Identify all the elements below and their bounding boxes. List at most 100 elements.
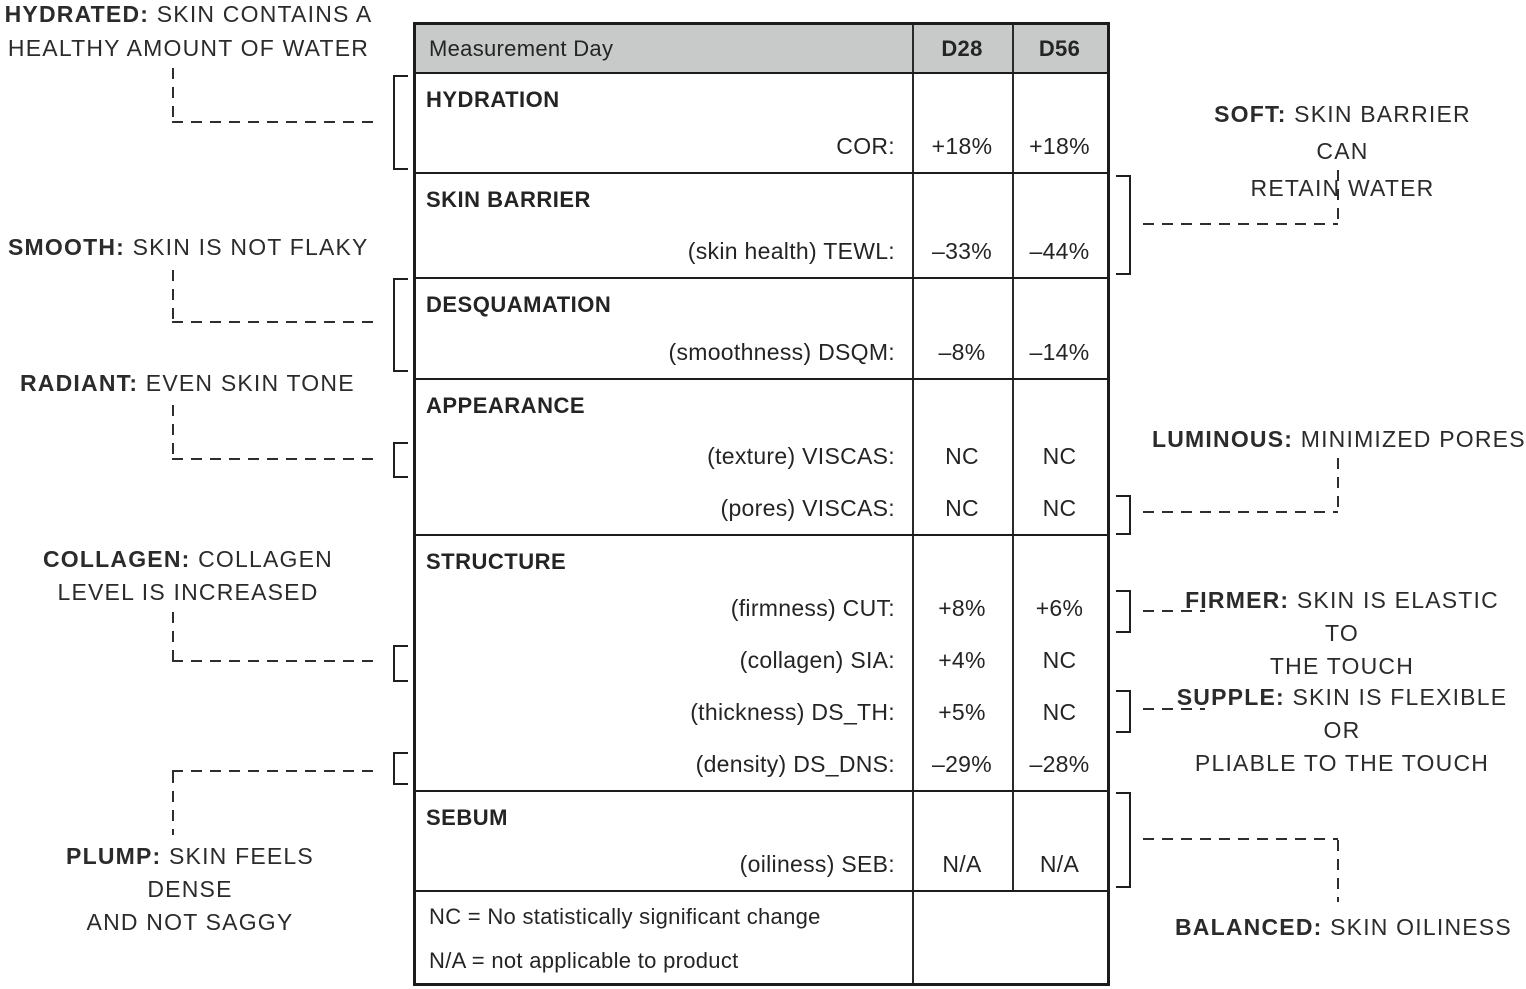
column-divider — [912, 892, 914, 983]
row-label: (texture) VISCAS: — [707, 442, 895, 469]
table-footnotes: NC = No statistically significant change… — [416, 892, 1107, 983]
column-divider — [1012, 536, 1014, 790]
column-divider — [1012, 25, 1014, 72]
bracket-collagen-row — [393, 645, 408, 682]
connector-collagen-vertical — [172, 612, 174, 662]
section-sebum: SEBUM (oiliness) SEB: N/A N/A — [416, 792, 1107, 892]
section-title: SKIN BARRIER — [426, 187, 591, 212]
row-label: (smoothness) DSQM: — [668, 338, 895, 365]
column-divider — [912, 792, 914, 890]
annotation-term: HYDRATED: — [4, 1, 150, 27]
annotation-balanced: BALANCED: SKIN OILINESS — [1175, 910, 1512, 944]
annotation-radiant: RADIANT: EVEN SKIN TONE — [20, 366, 355, 400]
annotation-desc: SKIN IS ELASTIC TO THE TOUCH — [1269, 587, 1499, 679]
section-structure: STRUCTURE (firmness) CUT: +8% +6% (colla… — [416, 536, 1107, 792]
bracket-hydration — [393, 75, 408, 170]
section-hydration: HYDRATION COR: +18% +18% — [416, 74, 1107, 174]
annotation-soft: SOFT: SKIN BARRIER CAN RETAIN WATER — [1185, 96, 1500, 207]
annotation-term: FIRMER: — [1185, 587, 1290, 613]
annotation-desc: SKIN CONTAINS A HEALTHY AMOUNT OF WATER — [7, 1, 373, 61]
row-value-d56: –44% — [1029, 237, 1090, 264]
row-label: (density) DS_DNS: — [695, 750, 895, 777]
row-texture-viscas: (texture) VISCAS: NC NC — [416, 430, 1107, 482]
annotation-desc: SKIN IS NOT FLAKY — [132, 234, 369, 260]
connector-balanced-horizontal — [1143, 838, 1338, 840]
annotation-collagen: COLLAGEN: COLLAGEN LEVEL IS INCREASED — [38, 543, 338, 609]
connector-luminous-vertical — [1337, 458, 1339, 513]
connector-smooth-vertical — [172, 270, 174, 323]
column-divider — [1012, 279, 1014, 378]
row-label: (oiliness) SEB: — [739, 850, 895, 877]
column-divider — [912, 74, 914, 172]
annotation-term: SUPPLE: — [1176, 684, 1285, 710]
annotation-hydrated: HYDRATED: SKIN CONTAINS A HEALTHY AMOUNT… — [0, 0, 381, 65]
row-cor: COR: +18% +18% — [416, 120, 1107, 172]
row-value-d28: +18% — [931, 132, 993, 159]
annotation-firmer: FIRMER: SKIN IS ELASTIC TO THE TOUCH — [1167, 584, 1517, 683]
annotation-desc: SKIN FEELS DENSE AND NOT SAGGY — [86, 843, 314, 935]
connector-soft-horizontal — [1143, 223, 1338, 225]
bracket-skin-barrier — [1116, 175, 1131, 275]
bracket-thickness-row — [1116, 690, 1131, 733]
bracket-texture-row — [393, 442, 408, 478]
bracket-pores-row — [1116, 495, 1131, 535]
column-divider — [1012, 174, 1014, 277]
bracket-firmness-row — [1116, 590, 1131, 633]
connector-balanced-vertical — [1337, 840, 1339, 902]
row-value-d28: –29% — [931, 750, 993, 777]
row-value-d56: +18% — [1029, 132, 1090, 159]
row-value-d56: –14% — [1029, 338, 1090, 365]
footnote-nc: NC = No statistically significant change — [429, 904, 821, 929]
annotation-desc: SKIN BARRIER CAN RETAIN WATER — [1250, 101, 1471, 201]
column-divider — [912, 380, 914, 534]
section-appearance: APPEARANCE (texture) VISCAS: NC NC (pore… — [416, 380, 1107, 536]
annotation-term: COLLAGEN: — [43, 546, 191, 572]
section-title: APPEARANCE — [426, 393, 586, 418]
row-ds-th: (thickness) DS_TH: +5% NC — [416, 686, 1107, 738]
results-table: Measurement Day D28 D56 HYDRATION COR: +… — [413, 22, 1110, 986]
column-divider — [912, 279, 914, 378]
connector-soft-vertical — [1337, 170, 1339, 225]
row-value-d56: NC — [1042, 646, 1077, 673]
bracket-sebum — [1116, 792, 1131, 888]
row-label: (thickness) DS_TH: — [690, 698, 895, 725]
row-label: (skin health) TEWL: — [687, 237, 895, 264]
row-value-d28: NC — [945, 494, 979, 521]
annotation-smooth: SMOOTH: SKIN IS NOT FLAKY — [8, 230, 369, 264]
connector-supple-horizontal — [1143, 708, 1205, 710]
row-label: (firmness) CUT: — [730, 594, 895, 621]
header-d28: D28 — [941, 35, 983, 61]
row-value-d56: N/A — [1039, 850, 1080, 877]
annotation-desc: COLLAGEN LEVEL IS INCREASED — [57, 546, 333, 605]
column-divider — [912, 174, 914, 277]
annotation-term: SMOOTH: — [8, 234, 125, 260]
annotation-desc: SKIN OILINESS — [1330, 914, 1512, 940]
footnote-na: N/A = not applicable to product — [429, 948, 739, 973]
annotation-term: LUMINOUS: — [1152, 426, 1294, 452]
row-pores-viscas: (pores) VISCAS: NC NC — [416, 482, 1107, 534]
connector-plump-horizontal — [172, 770, 380, 772]
connector-hydrated-horizontal — [172, 121, 380, 123]
annotation-term: PLUMP: — [66, 843, 162, 869]
connector-radiant-horizontal — [172, 458, 380, 460]
row-value-d56: –28% — [1029, 750, 1090, 777]
annotation-plump: PLUMP: SKIN FEELS DENSE AND NOT SAGGY — [25, 840, 355, 939]
bracket-density-row — [393, 752, 408, 785]
row-value-d28: –8% — [938, 338, 986, 365]
annotation-term: SOFT: — [1214, 101, 1287, 127]
row-dsqm: (smoothness) DSQM: –8% –14% — [416, 326, 1107, 378]
header-measurement-day: Measurement Day — [429, 35, 614, 61]
row-value-d28: +4% — [938, 646, 986, 673]
column-divider — [912, 25, 914, 72]
row-value-d28: +5% — [938, 698, 986, 725]
row-value-d28: –33% — [931, 237, 993, 264]
section-skin-barrier: SKIN BARRIER (skin health) TEWL: –33% –4… — [416, 174, 1107, 279]
section-title: DESQUAMATION — [426, 292, 612, 317]
connector-collagen-horizontal — [172, 660, 380, 662]
row-value-d28: N/A — [942, 850, 982, 877]
section-desquamation: DESQUAMATION (smoothness) DSQM: –8% –14% — [416, 279, 1107, 380]
header-d56: D56 — [1038, 35, 1081, 61]
row-tewl: (skin health) TEWL: –33% –44% — [416, 225, 1107, 277]
annotation-desc: SKIN IS FLEXIBLE OR PLIABLE TO THE TOUCH — [1194, 684, 1508, 776]
row-label: (collagen) SIA: — [739, 646, 895, 673]
